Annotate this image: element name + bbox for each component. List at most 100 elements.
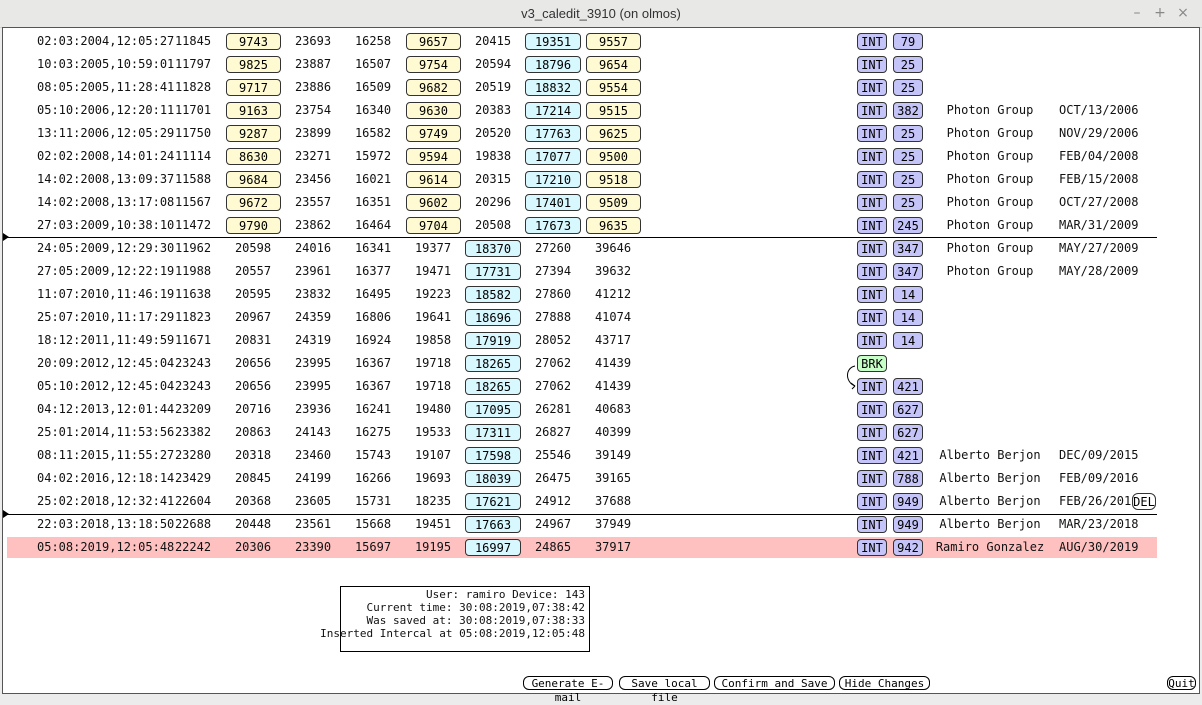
brk-tag[interactable]: BRK [857, 355, 887, 372]
value-box[interactable]: 17214 [525, 102, 581, 119]
value-box[interactable]: 17731 [465, 263, 521, 280]
int-tag[interactable]: INT [857, 470, 887, 487]
device-number-box[interactable]: 949 [893, 493, 923, 510]
value-box[interactable]: 9704 [406, 217, 461, 234]
value-box[interactable]: 9518 [586, 171, 641, 188]
device-number-box[interactable]: 14 [893, 286, 923, 303]
table-row[interactable]: 05:08:2019,12:05:48 22242 20306 23390 15697 1… [7, 537, 1157, 558]
value-box[interactable]: 9625 [586, 125, 641, 142]
value-box[interactable]: 18370 [465, 240, 521, 257]
value-box[interactable]: 9515 [586, 102, 641, 119]
value-box[interactable]: 9754 [406, 56, 461, 73]
int-tag[interactable]: INT [857, 401, 887, 418]
close-icon[interactable]: × [1177, 5, 1189, 21]
int-tag[interactable]: INT [857, 309, 887, 326]
value-box[interactable]: 9602 [406, 194, 461, 211]
table-row[interactable]: 14:02:2008,13:09:37 11588 9684 23456 16021 96… [7, 169, 1157, 190]
value-box[interactable]: 9749 [406, 125, 461, 142]
value-box[interactable]: 17095 [465, 401, 521, 418]
hide-changes-button[interactable]: Hide Changes [839, 676, 930, 690]
value-box[interactable]: 17598 [465, 447, 521, 464]
int-tag[interactable]: INT [857, 56, 887, 73]
table-row[interactable]: 05:10:2012,12:45:04 23243 20656 23995 16367 1… [7, 376, 1157, 397]
value-box[interactable]: 9287 [226, 125, 281, 142]
value-box[interactable]: 17673 [525, 217, 581, 234]
value-box[interactable]: 9684 [226, 171, 281, 188]
int-tag[interactable]: INT [857, 194, 887, 211]
value-box[interactable]: 17663 [465, 516, 521, 533]
device-number-box[interactable]: 627 [893, 401, 923, 418]
delete-button[interactable]: DEL [1132, 493, 1156, 510]
int-tag[interactable]: INT [857, 539, 887, 556]
device-number-box[interactable]: 347 [893, 240, 923, 257]
table-row[interactable]: 02:03:2004,12:05:27 11845 9743 23693 16258 96… [7, 31, 1157, 52]
value-box[interactable]: 9635 [586, 217, 641, 234]
device-number-box[interactable]: 627 [893, 424, 923, 441]
table-row[interactable]: 08:05:2005,11:28:41 11828 9717 23886 16509 96… [7, 77, 1157, 98]
int-tag[interactable]: INT [857, 516, 887, 533]
generate-email-button[interactable]: Generate E-mail [523, 676, 613, 704]
value-box[interactable]: 17763 [525, 125, 581, 142]
value-box[interactable]: 16997 [465, 539, 521, 556]
device-number-box[interactable]: 245 [893, 217, 923, 234]
int-tag[interactable]: INT [857, 79, 887, 96]
device-number-box[interactable]: 25 [893, 148, 923, 165]
table-row[interactable]: 10:03:2005,10:59:01 11797 9825 23887 16507 97… [7, 54, 1157, 75]
table-row[interactable]: 27:05:2009,12:22:19 11988 20557 23961 16377 1… [7, 261, 1157, 282]
value-box[interactable]: 9790 [226, 217, 281, 234]
value-box[interactable]: 9630 [406, 102, 461, 119]
table-row[interactable]: 13:11:2006,12:05:29 11750 9287 23899 16582 97… [7, 123, 1157, 144]
int-tag[interactable]: INT [857, 171, 887, 188]
table-row[interactable]: 05:10:2006,12:20:11 11701 9163 23754 16340 96… [7, 100, 1157, 121]
confirm-and-save-button[interactable]: Confirm and Save [714, 676, 835, 690]
int-tag[interactable]: INT [857, 148, 887, 165]
value-box[interactable]: 9554 [586, 79, 641, 96]
table-row[interactable]: 20:09:2012,12:45:04 23243 20656 23995 16367 1… [7, 353, 1157, 374]
device-number-box[interactable]: 949 [893, 516, 923, 533]
int-tag[interactable]: INT [857, 286, 887, 303]
device-number-box[interactable]: 25 [893, 194, 923, 211]
table-row[interactable]: 14:02:2008,13:17:08 11567 9672 23557 16351 96… [7, 192, 1157, 213]
int-tag[interactable]: INT [857, 424, 887, 441]
table-row[interactable]: 27:03:2009,10:38:10 11472 9790 23862 16464 97… [7, 215, 1157, 236]
value-box[interactable]: 9717 [226, 79, 281, 96]
value-box[interactable]: 9500 [586, 148, 641, 165]
value-box[interactable]: 9614 [406, 171, 461, 188]
value-box[interactable]: 18265 [465, 355, 521, 372]
device-number-box[interactable]: 347 [893, 263, 923, 280]
int-tag[interactable]: INT [857, 217, 887, 234]
value-box[interactable]: 17919 [465, 332, 521, 349]
value-box[interactable]: 9654 [586, 56, 641, 73]
table-row[interactable]: 25:07:2010,11:17:29 11823 20967 24359 16806 1… [7, 307, 1157, 328]
value-box[interactable]: 9825 [226, 56, 281, 73]
value-box[interactable]: 18039 [465, 470, 521, 487]
int-tag[interactable]: INT [857, 447, 887, 464]
table-row[interactable]: 04:02:2016,12:18:14 23429 20845 24199 16266 1… [7, 468, 1157, 489]
device-number-box[interactable]: 14 [893, 332, 923, 349]
value-box[interactable]: 9509 [586, 194, 641, 211]
int-tag[interactable]: INT [857, 125, 887, 142]
int-tag[interactable]: INT [857, 263, 887, 280]
device-number-box[interactable]: 788 [893, 470, 923, 487]
device-number-box[interactable]: 382 [893, 102, 923, 119]
value-box[interactable]: 9672 [226, 194, 281, 211]
value-box[interactable]: 18832 [525, 79, 581, 96]
device-number-box[interactable]: 25 [893, 79, 923, 96]
table-row[interactable]: 22:03:2018,13:18:50 22688 20448 23561 15668 1… [7, 514, 1157, 535]
value-box[interactable]: 17210 [525, 171, 581, 188]
table-row[interactable]: 18:12:2011,11:49:59 11671 20831 24319 16924 1… [7, 330, 1157, 351]
device-number-box[interactable]: 79 [893, 33, 923, 50]
value-box[interactable]: 19351 [525, 33, 581, 50]
value-box[interactable]: 17401 [525, 194, 581, 211]
device-number-box[interactable]: 25 [893, 125, 923, 142]
value-box[interactable]: 9743 [226, 33, 281, 50]
table-row[interactable]: 08:11:2015,11:55:27 23280 20318 23460 15743 1… [7, 445, 1157, 466]
device-number-box[interactable]: 25 [893, 56, 923, 73]
device-number-box[interactable]: 421 [893, 378, 923, 395]
table-row[interactable]: 25:01:2014,11:53:56 23382 20863 24143 16275 1… [7, 422, 1157, 443]
table-row[interactable]: 24:05:2009,12:29:30 11962 20598 24016 16341 1… [7, 238, 1157, 259]
quit-button[interactable]: Quit [1167, 676, 1196, 690]
minimize-icon[interactable]: – [1133, 5, 1141, 21]
value-box[interactable]: 18265 [465, 378, 521, 395]
int-tag[interactable]: INT [857, 102, 887, 119]
